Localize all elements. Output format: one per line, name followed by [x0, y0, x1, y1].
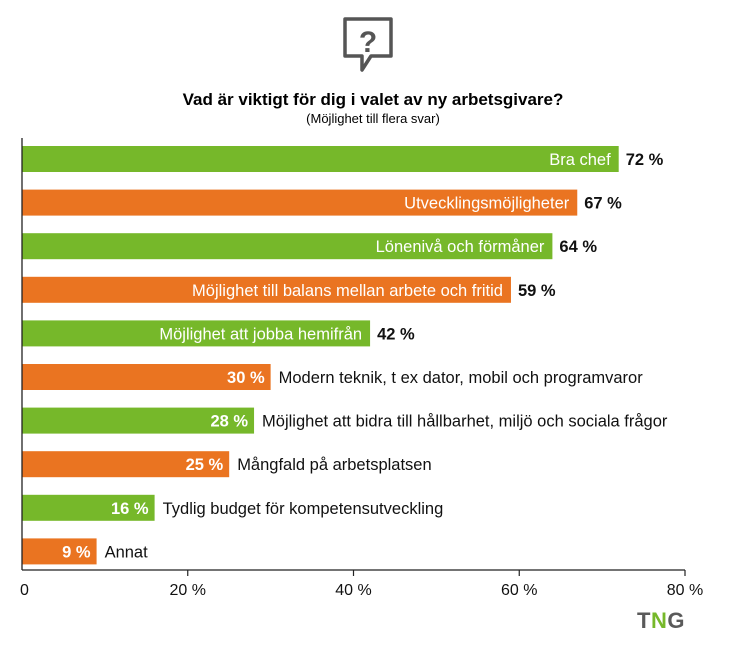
bar-value-label: 28 %: [210, 413, 248, 431]
bar-value-label: 25 %: [186, 456, 224, 474]
bar-value-label: 9 %: [62, 543, 91, 561]
bar: [22, 538, 97, 565]
bar-value-label: 72 %: [626, 151, 664, 169]
bar: [22, 146, 619, 172]
bar-category-label: Mångfald på arbetsplatsen: [237, 456, 431, 474]
x-tick-label: 80 %: [667, 582, 703, 599]
logo-letter-g: G: [667, 608, 685, 633]
bar-category-label: Möjlighet att bidra till hållbarhet, mil…: [262, 413, 668, 431]
bar-category-label: Annat: [105, 543, 149, 561]
question-bubble-icon: ?: [343, 17, 393, 72]
bar-category-label: Möjlighet att jobba hemifrån: [159, 325, 362, 343]
x-tick-label: 20 %: [170, 582, 206, 599]
bar: [22, 320, 371, 347]
bar-category-label: Lönenivå och förmåner: [376, 238, 545, 256]
logo-letter-n: N: [651, 608, 667, 633]
x-tick-label: 60 %: [501, 582, 537, 599]
bar-value-label: 67 %: [584, 195, 622, 213]
x-axis-ticks: 0 20 % 40 % 60 % 80 %: [20, 570, 703, 599]
bar-value-label: 64 %: [559, 238, 597, 256]
bar-category-label: Möjlighet till balans mellan arbete och …: [192, 282, 503, 300]
bar-category-label: Bra chef: [549, 151, 611, 169]
chart-title: Vad är viktigt för dig i valet av ny arb…: [183, 90, 564, 109]
x-tick-label: 0: [20, 582, 29, 599]
bar: [22, 233, 553, 260]
bar-value-label: 16 %: [111, 500, 149, 518]
bar: [22, 276, 511, 303]
tng-logo: TNG: [637, 608, 685, 633]
bar: [22, 494, 155, 521]
svg-text:?: ?: [359, 26, 377, 59]
bar: [22, 364, 271, 390]
logo-letter-t: T: [637, 608, 651, 633]
bar-value-label: 30 %: [227, 369, 265, 387]
bar: [22, 451, 230, 478]
bar-category-label: Tydlig budget för kompetensutveckling: [163, 500, 444, 518]
bar-category-label: Utvecklingsmöjligheter: [404, 195, 570, 213]
bar-value-label: 59 %: [518, 282, 556, 300]
chart-subtitle: (Möjlighet till flera svar): [306, 111, 440, 126]
bar: [22, 407, 255, 434]
bar: [22, 189, 578, 216]
x-tick-label: 40 %: [335, 582, 371, 599]
bar-value-label: 42 %: [377, 325, 415, 343]
bar-category-label: Modern teknik, t ex dator, mobil och pro…: [279, 369, 644, 387]
bars-group: Bra chef 72 % Utvecklingsmöjligheter 67 % Lö…: [22, 146, 668, 565]
